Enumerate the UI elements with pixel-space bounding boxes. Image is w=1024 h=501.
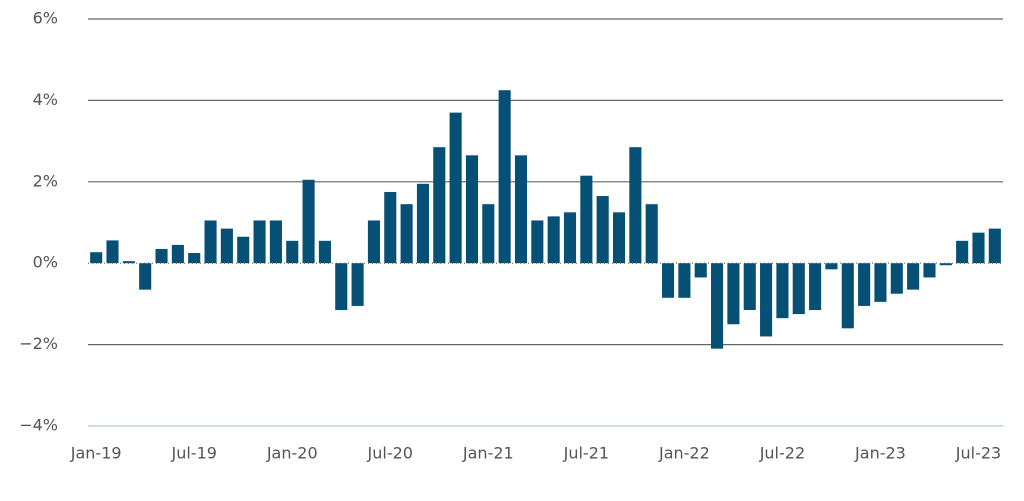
bar — [139, 263, 152, 290]
bar — [384, 191, 397, 264]
bar — [416, 183, 430, 264]
bar — [743, 263, 756, 311]
bar — [188, 253, 201, 264]
x-tick-label: Jul-23 — [955, 444, 1001, 463]
x-tick-label: Jan-20 — [266, 444, 318, 463]
y-tick-label: 6% — [33, 9, 58, 28]
bar — [335, 263, 348, 311]
bar — [711, 263, 724, 349]
x-tick-label: Jul-19 — [170, 444, 216, 463]
x-tick-label: Jan-19 — [70, 444, 122, 463]
x-tick-label: Jan-23 — [854, 444, 906, 463]
bar — [106, 240, 119, 264]
bar — [237, 236, 250, 264]
bar — [907, 263, 920, 290]
bar — [531, 220, 544, 264]
bar — [972, 232, 985, 264]
y-tick-label: −2% — [19, 334, 58, 353]
bar — [482, 204, 495, 264]
bar — [367, 220, 380, 264]
bar — [858, 263, 871, 306]
bar — [939, 263, 952, 266]
y-tick-label: 2% — [33, 171, 58, 190]
bar — [433, 147, 446, 264]
bar — [171, 244, 184, 264]
bar — [302, 179, 315, 264]
bar — [596, 196, 609, 264]
bar — [351, 263, 364, 306]
bar — [890, 263, 903, 294]
bar — [580, 175, 593, 264]
bar — [220, 228, 233, 264]
bar — [612, 212, 626, 264]
y-tick-label: −4% — [19, 416, 58, 435]
bar — [465, 155, 479, 264]
bar — [841, 263, 854, 329]
x-tick-label: Jul-22 — [759, 444, 805, 463]
bar — [809, 263, 822, 311]
bar — [923, 263, 936, 278]
bar — [514, 155, 528, 264]
x-tick-label: Jul-21 — [563, 444, 609, 463]
y-tick-label: 4% — [33, 90, 58, 109]
bar — [253, 220, 266, 264]
bar — [792, 263, 805, 315]
bar — [988, 228, 1001, 264]
bar — [629, 147, 642, 264]
bar — [727, 263, 740, 325]
bar — [776, 263, 789, 319]
bar — [694, 263, 707, 278]
bar — [400, 204, 413, 264]
x-tick-label: Jul-20 — [367, 444, 413, 463]
bar — [155, 248, 168, 264]
bar — [498, 90, 511, 264]
bar — [269, 220, 282, 264]
bar — [547, 216, 560, 264]
bar — [286, 240, 299, 264]
bar — [956, 240, 969, 264]
bar — [825, 263, 838, 270]
bar — [760, 263, 773, 337]
bar — [90, 252, 103, 264]
y-tick-label: 0% — [33, 253, 58, 272]
bar — [645, 204, 658, 264]
bar — [678, 263, 691, 298]
bar — [204, 220, 217, 264]
x-tick-label: Jan-22 — [658, 444, 710, 463]
bar — [874, 263, 887, 302]
bar — [563, 212, 577, 264]
bar — [122, 261, 135, 264]
bar — [661, 263, 675, 298]
bar — [318, 240, 331, 264]
bar — [449, 112, 462, 264]
x-tick-label: Jan-21 — [462, 444, 514, 463]
